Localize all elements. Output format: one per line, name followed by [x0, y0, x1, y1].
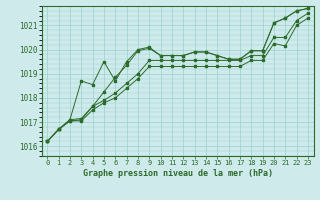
X-axis label: Graphe pression niveau de la mer (hPa): Graphe pression niveau de la mer (hPa) — [83, 169, 273, 178]
